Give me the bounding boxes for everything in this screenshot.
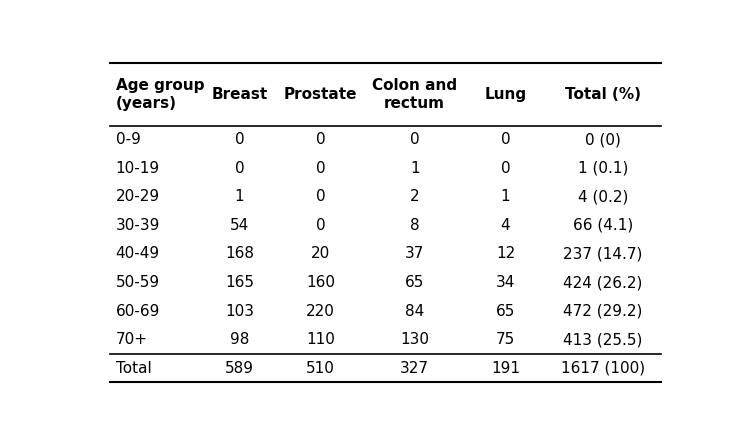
Text: 168: 168 — [225, 247, 254, 262]
Text: 0: 0 — [410, 132, 419, 147]
Text: 34: 34 — [496, 275, 515, 290]
Text: 1 (0.1): 1 (0.1) — [577, 161, 628, 176]
Text: 327: 327 — [400, 361, 429, 376]
Text: 160: 160 — [306, 275, 335, 290]
Text: 1: 1 — [501, 190, 511, 205]
Text: Age group
(years): Age group (years) — [116, 78, 204, 111]
Text: 2: 2 — [410, 190, 419, 205]
Text: 75: 75 — [496, 332, 515, 347]
Text: 70+: 70+ — [116, 332, 147, 347]
Text: Prostate: Prostate — [284, 87, 357, 102]
Text: 0: 0 — [316, 190, 325, 205]
Text: Total (%): Total (%) — [565, 87, 641, 102]
Text: 0: 0 — [316, 161, 325, 176]
Text: 130: 130 — [400, 332, 429, 347]
Text: 40-49: 40-49 — [116, 247, 160, 262]
Text: 0: 0 — [316, 218, 325, 233]
Text: 1: 1 — [235, 190, 245, 205]
Text: 103: 103 — [225, 303, 254, 318]
Text: 30-39: 30-39 — [116, 218, 160, 233]
Text: Breast: Breast — [211, 87, 268, 102]
Text: 0: 0 — [501, 161, 511, 176]
Text: 4 (0.2): 4 (0.2) — [577, 190, 628, 205]
Text: 60-69: 60-69 — [116, 303, 160, 318]
Text: Colon and
rectum: Colon and rectum — [372, 78, 457, 111]
Text: 10-19: 10-19 — [116, 161, 160, 176]
Text: 37: 37 — [405, 247, 425, 262]
Text: 54: 54 — [230, 218, 249, 233]
Text: 0: 0 — [501, 132, 511, 147]
Text: Total: Total — [116, 361, 151, 376]
Text: Lung: Lung — [485, 87, 527, 102]
Text: 110: 110 — [306, 332, 335, 347]
Text: 84: 84 — [405, 303, 425, 318]
Text: 4: 4 — [501, 218, 511, 233]
Text: 165: 165 — [225, 275, 254, 290]
Text: 424 (26.2): 424 (26.2) — [563, 275, 642, 290]
Text: 20-29: 20-29 — [116, 190, 160, 205]
Text: 66 (4.1): 66 (4.1) — [573, 218, 633, 233]
Text: 1: 1 — [410, 161, 419, 176]
Text: 191: 191 — [491, 361, 520, 376]
Text: 220: 220 — [306, 303, 335, 318]
Text: 20: 20 — [311, 247, 330, 262]
Text: 0: 0 — [235, 132, 245, 147]
Text: 510: 510 — [306, 361, 335, 376]
Text: 8: 8 — [410, 218, 419, 233]
Text: 413 (25.5): 413 (25.5) — [563, 332, 642, 347]
Text: 98: 98 — [230, 332, 249, 347]
Text: 237 (14.7): 237 (14.7) — [563, 247, 642, 262]
Text: 12: 12 — [496, 247, 515, 262]
Text: 0-9: 0-9 — [116, 132, 141, 147]
Text: 1617 (100): 1617 (100) — [561, 361, 645, 376]
Text: 65: 65 — [496, 303, 515, 318]
Text: 0: 0 — [235, 161, 245, 176]
Text: 50-59: 50-59 — [116, 275, 160, 290]
Text: 0: 0 — [316, 132, 325, 147]
Text: 472 (29.2): 472 (29.2) — [563, 303, 642, 318]
Text: 65: 65 — [405, 275, 425, 290]
Text: 0 (0): 0 (0) — [585, 132, 621, 147]
Text: 589: 589 — [225, 361, 254, 376]
